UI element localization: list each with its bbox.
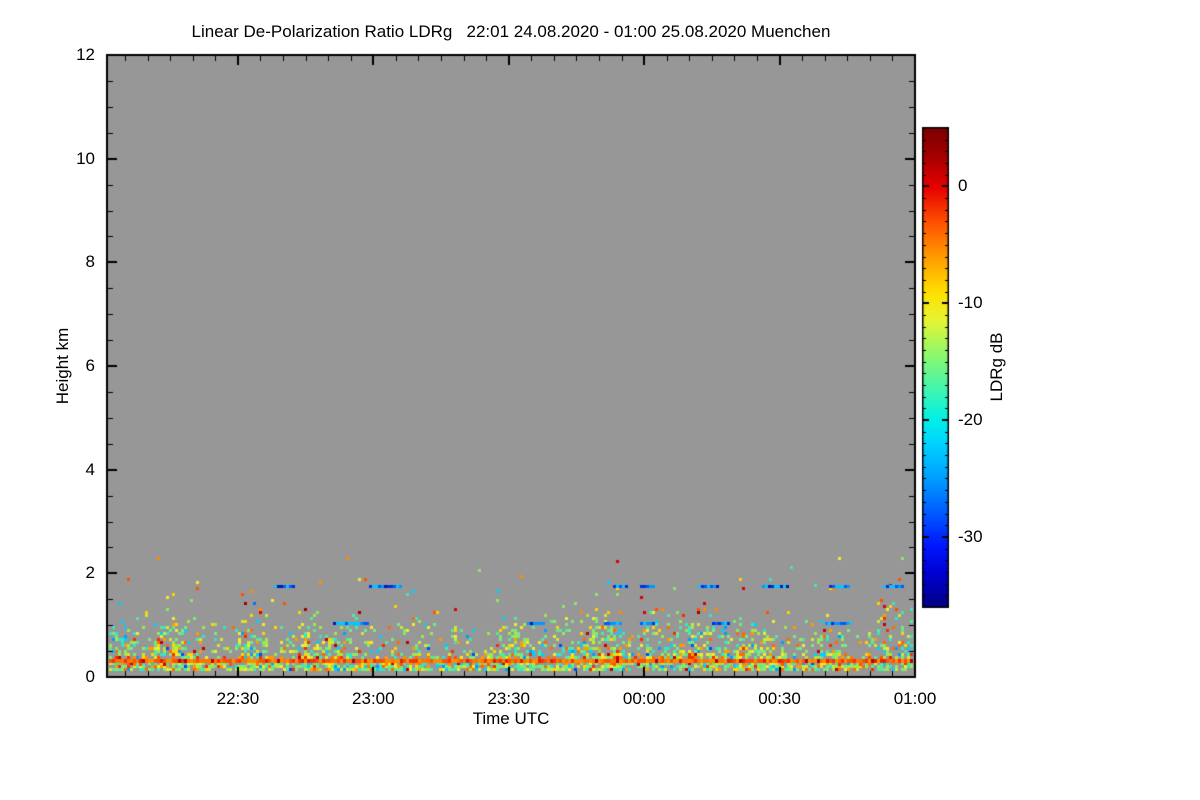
colorbar-tick-label: -20 xyxy=(958,410,983,430)
y-axis-tick-label: 0 xyxy=(85,667,95,686)
y-axis-tick-label: 4 xyxy=(85,459,95,479)
x-axis-tick-label: 23:30 xyxy=(487,689,531,708)
y-axis-label: Height km xyxy=(53,327,72,405)
x-axis-label: Time UTC xyxy=(472,709,550,728)
y-axis-tick-label: 6 xyxy=(85,356,95,375)
colorbar-tick-label: 0 xyxy=(958,176,968,196)
chart-title: Linear De-Polarization Ratio LDRg 22:01 … xyxy=(191,22,831,41)
x-axis-tick-label: 22:30 xyxy=(216,689,260,708)
y-axis-tick-label: 2 xyxy=(85,563,95,583)
y-axis-tick-label: 12 xyxy=(76,45,95,64)
y-axis-tick-label: 10 xyxy=(76,148,95,168)
x-axis-tick-label: 00:00 xyxy=(622,689,666,708)
x-axis-tick-label: 01:00 xyxy=(893,689,937,708)
colorbar-tick-label: -10 xyxy=(958,293,983,313)
y-axis-tick-label: 8 xyxy=(85,252,95,272)
x-axis-tick-label: 00:30 xyxy=(758,689,801,708)
x-axis-tick-label: 23:00 xyxy=(352,689,395,708)
colorbar-label: LDRg dB xyxy=(987,332,1006,402)
colorbar-tick-label: -30 xyxy=(958,526,983,546)
